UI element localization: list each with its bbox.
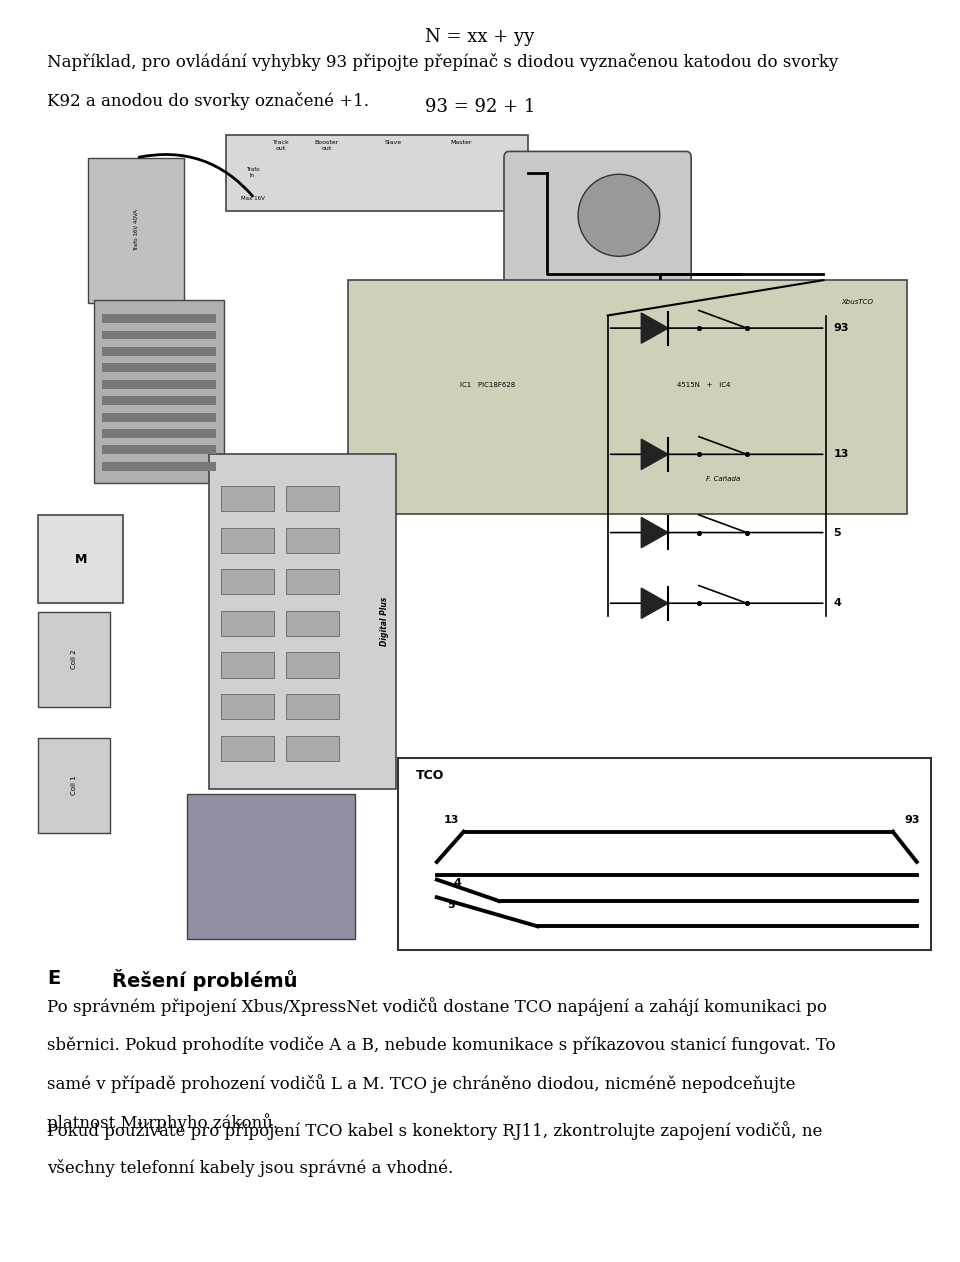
Bar [102,396,216,405]
Text: Track
out: Track out [273,140,290,151]
Text: Trafo 16V 40VA: Trafo 16V 40VA [133,209,139,251]
Bar [102,445,216,454]
Text: M: M [75,553,86,565]
Text: všechny telefonní kabely jsou správné a vhodné.: všechny telefonní kabely jsou správné a … [47,1160,453,1177]
Text: Coil 1: Coil 1 [71,776,78,795]
Text: Booster
out: Booster out [314,140,339,151]
Text: Řešení problémů: Řešení problémů [112,969,298,991]
Bar [286,736,339,761]
Text: 93: 93 [904,815,920,825]
Text: 93: 93 [833,323,849,333]
Bar [38,515,123,603]
Text: Trafo
In: Trafo In [246,168,259,178]
Text: 4: 4 [454,878,462,888]
Bar [387,148,425,192]
Text: Například, pro ovládání vyhybky 93 připojte přepínač s diodou vyznačenou katodou: Například, pro ovládání vyhybky 93 připo… [47,53,838,71]
Bar [38,738,110,833]
Text: IC1   PIC18F628: IC1 PIC18F628 [460,382,516,389]
Text: 4515N   +   IC4: 4515N + IC4 [677,382,731,389]
Bar [88,158,184,303]
Bar [444,148,483,192]
Bar [102,429,216,438]
FancyBboxPatch shape [504,151,691,284]
Bar [398,758,931,950]
Text: samé v případě prohození vodičů L a M. TCO je chráněno diodou, nicméně nepodceňu: samé v případě prohození vodičů L a M. T… [47,1074,796,1093]
Text: 13: 13 [444,815,459,825]
Text: platnost Murphyho zákonů.: platnost Murphyho zákonů. [47,1113,278,1132]
Bar [0,133,960,953]
Bar [286,694,339,719]
Bar [94,300,224,483]
Text: K92 a anodou do svorky označené +1.: K92 a anodou do svorky označené +1. [47,92,369,110]
Polygon shape [641,439,668,469]
Bar [221,652,274,678]
Bar [221,486,274,511]
Text: E: E [47,969,60,988]
Bar [102,314,216,323]
Text: 5: 5 [447,900,455,910]
Text: Pokud používáte pro připojení TCO kabel s konektory RJ11, zkontrolujte zapojení : Pokud používáte pro připojení TCO kabel … [47,1121,823,1140]
Bar [102,462,216,471]
Bar [286,611,339,636]
Bar [209,454,396,789]
Bar [221,694,274,719]
Ellipse shape [578,174,660,256]
Text: 13: 13 [833,449,849,459]
Bar [286,652,339,678]
Bar [286,528,339,553]
Bar [348,280,907,514]
Text: Slave: Slave [385,140,402,145]
Polygon shape [641,313,668,343]
Bar [221,736,274,761]
Text: 5: 5 [833,528,841,538]
Bar [286,569,339,594]
Polygon shape [641,517,668,548]
Bar [102,363,216,372]
Text: Coil 2: Coil 2 [71,650,78,669]
Bar [336,148,374,192]
Bar [102,413,216,422]
Text: 93 = 92 + 1: 93 = 92 + 1 [425,98,535,116]
Bar [187,794,355,939]
Bar [102,331,216,339]
Bar [221,569,274,594]
Text: sběrnici. Pokud prohodíte vodiče A a B, nebude komunikace s příkazovou stanicí f: sběrnici. Pokud prohodíte vodiče A a B, … [47,1036,835,1054]
Text: 4: 4 [833,598,841,608]
Bar [102,380,216,389]
Text: N = xx + yy: N = xx + yy [425,28,535,45]
Bar [226,135,528,211]
Text: F. Cañada: F. Cañada [706,476,740,482]
Text: Max 16V: Max 16V [241,196,264,201]
Polygon shape [641,588,668,618]
Text: Digital Plus: Digital Plus [380,597,389,646]
Bar [102,347,216,356]
Bar [262,148,300,192]
Bar [221,528,274,553]
Text: Master: Master [450,140,471,145]
Text: Po správném připojení Xbus/XpressNet vodičů dostane TCO napájení a zahájí komuni: Po správném připojení Xbus/XpressNet vod… [47,997,827,1016]
Bar [38,612,110,707]
Bar [286,486,339,511]
Bar [221,611,274,636]
Text: XbusTCO: XbusTCO [842,299,874,305]
Text: TCO: TCO [416,769,444,781]
